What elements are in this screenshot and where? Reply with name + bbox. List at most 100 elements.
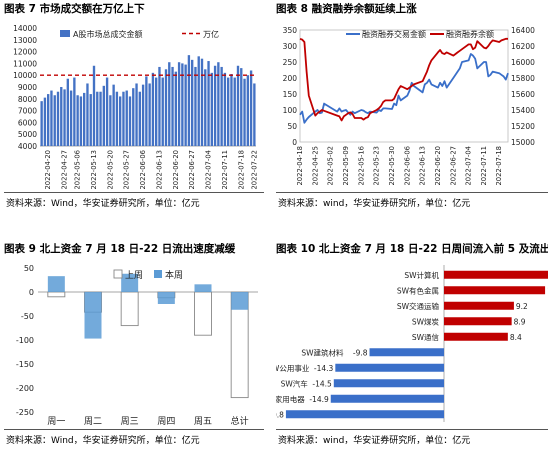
- chart9-legend-swatch-1: [154, 270, 162, 278]
- chart7-bar-36: [158, 66, 161, 146]
- chart9-bar-thisweek-2: [121, 273, 139, 292]
- chart7-xtick-label-7: 2022-06-13: [155, 150, 163, 190]
- chart9-ytick-label-5: 0: [29, 288, 34, 297]
- chart7-bar-41: [174, 71, 177, 146]
- chart8-ytick-right-7: 16400: [511, 26, 535, 35]
- chart7-ytick-label-0: 4000: [18, 142, 37, 151]
- chart10-category-label-6: SW公用事业: [276, 363, 310, 373]
- chart10-category-label-4: SW通信: [412, 332, 440, 342]
- chart7-ytick-label-5: 9000: [18, 83, 37, 92]
- chart7-bar-11: [76, 95, 79, 146]
- chart7-bar-59: [233, 77, 236, 146]
- chart10-bar-4: [444, 332, 508, 341]
- chart8-ytick-right-6: 16200: [511, 42, 535, 51]
- chart7-bar-20: [105, 77, 109, 146]
- chart8-ytick-right-4: 15800: [511, 74, 535, 83]
- chart8-xtick-label-10: 2022-06-27: [449, 146, 457, 186]
- chart7-legend-label-bar: A股市场总成交金额: [73, 29, 142, 39]
- chart7-bar-52: [210, 72, 213, 146]
- chart7-bar-50: [204, 69, 207, 146]
- chart7-bar-18: [99, 91, 102, 146]
- chart7-bar-1: [43, 97, 47, 146]
- chart10-panel: 图表 10 北上资金 7 月 18 日-22 日周间流入前 5 及流出前 5 S…: [276, 242, 548, 454]
- chart7-xtick-label-3: 2022-05-13: [90, 150, 98, 190]
- chart9-xtick-label-4: 周五: [194, 416, 212, 427]
- chart10-value-label-9: -20.8: [276, 410, 284, 419]
- chart7-bar-33: [148, 83, 151, 146]
- chart8-panel: 图表 8 融资融券余额延续上涨 0 50 100 150 200 250 300 350 150…: [276, 2, 548, 214]
- chart7-bar-60: [236, 65, 240, 146]
- chart7-bar-62: [243, 78, 246, 146]
- chart7-bar-39: [168, 62, 171, 146]
- chart8-xtick-label-7: 2022-06-06: [403, 146, 411, 186]
- chart7-bar-9: [69, 90, 73, 146]
- chart10-bar-7: [333, 379, 444, 388]
- chart7-legend-label-line: 万亿: [203, 29, 219, 39]
- chart8-legend-label-0: 融资融券交易金额: [362, 29, 426, 39]
- chart7-bar-29: [135, 83, 138, 146]
- chart9-xtick-label-0: 周一: [47, 416, 65, 427]
- chart7-xtick-label-0: 2022-04-20: [44, 150, 52, 190]
- chart7-bar-55: [220, 66, 223, 146]
- chart10-title: 图表 10 北上资金 7 月 18 日-22 日周间流入前 5 及流出前 5: [276, 243, 548, 255]
- chart8-xtick-label-1: 2022-04-25: [311, 146, 319, 186]
- chart7-ytick-label-3: 7000: [18, 107, 37, 116]
- chart7-bar-10: [73, 77, 76, 146]
- chart7-bar-0: [40, 101, 43, 146]
- chart7-bar-35: [155, 77, 158, 146]
- chart7-bar-51: [207, 61, 210, 146]
- chart7-ytick-label-4: 8000: [18, 95, 37, 104]
- chart7-bar-24: [119, 96, 122, 146]
- chart7-ytick-label-7: 11000: [13, 59, 37, 68]
- chart7-bar-30: [138, 91, 141, 146]
- chart7-bar-37: [161, 77, 164, 146]
- chart8-legend-label-1: 融资融券余额: [446, 29, 494, 39]
- chart8-series-line-0: [299, 53, 509, 124]
- chart9-panel: 图表 9 北上资金 7 月 18 日-22 日流出速度减缓 -250 -200 -1…: [4, 242, 264, 454]
- chart7-bar-58: [230, 74, 233, 146]
- chart9-ytick-label-1: -200: [16, 384, 34, 393]
- chart8-title: 图表 8 融资融券余额延续上涨: [276, 3, 417, 15]
- chart7-bar-31: [141, 84, 145, 146]
- chart8-svg: 0 50 100 150 200 250 300 350 15000 15200 15400 1560…: [283, 26, 535, 186]
- chart7-bar-23: [115, 91, 119, 146]
- chart7-bar-13: [83, 92, 86, 146]
- chart7-title: 图表 7 市场成交额在万亿上下: [4, 3, 145, 15]
- chart10-category-label-5: SW建筑材料: [301, 347, 344, 357]
- chart7-bar-7: [63, 89, 66, 146]
- chart10-bar-9: [285, 410, 444, 419]
- chart8-ytick-left-0: 0: [292, 138, 297, 147]
- chart8-ytick-right-0: 15000: [511, 138, 535, 147]
- chart7-bar-17: [96, 91, 99, 146]
- chart7-bar-19: [102, 85, 105, 146]
- chart7-bar-3: [50, 90, 53, 146]
- chart7-bar-26: [125, 90, 128, 146]
- chart10-category-label-0: SW计算机: [404, 270, 439, 280]
- chart9-legend-label-1: 本周: [165, 269, 183, 281]
- chart10-category-label-7: SW汽车: [281, 378, 309, 388]
- chart7-xtick-label-12: 2022-07-18: [237, 150, 245, 190]
- chart10-bar-0: [444, 270, 548, 279]
- chart8-ytick-right-2: 15400: [511, 106, 535, 115]
- chart8-ytick-left-3: 150: [283, 90, 298, 99]
- chart7-bar-45: [187, 55, 191, 146]
- chart7-bar-28: [132, 88, 135, 146]
- chart8-series-line-1: [299, 37, 508, 122]
- chart9-xtick-label-5: 总计: [231, 415, 249, 427]
- chart7-bar-14: [86, 83, 89, 146]
- chart7-ytick-label-2: 6000: [18, 118, 37, 127]
- chart7-xtick-label-9: 2022-06-27: [188, 150, 196, 190]
- chart9-xtick-label-2: 周三: [121, 416, 139, 427]
- chart7-bar-5: [56, 91, 60, 146]
- chart7-panel: 图表 7 市场成交额在万亿上下 4000 5000 6000 7000 8000 9000…: [4, 2, 264, 214]
- chart9-ytick-label-2: -150: [16, 360, 34, 369]
- chart9-svg: -250 -200 -150 -100 -50 0 50 周一 周二 周三 周四 周五 总计 上周 本周: [16, 264, 258, 427]
- chart8-ytick-left-7: 350: [283, 26, 298, 35]
- chart10-category-label-3: SW煤炭: [412, 316, 440, 326]
- chart7-ytick-label-1: 5000: [18, 130, 37, 139]
- chart7-xtick-label-5: 2022-05-27: [123, 150, 131, 190]
- chart9-xtick-label-1: 周二: [84, 416, 102, 427]
- chart10-bar-2: [444, 301, 514, 310]
- chart7-bar-8: [66, 78, 69, 146]
- chart8-xtick-label-13: 2022-07-18: [495, 146, 503, 186]
